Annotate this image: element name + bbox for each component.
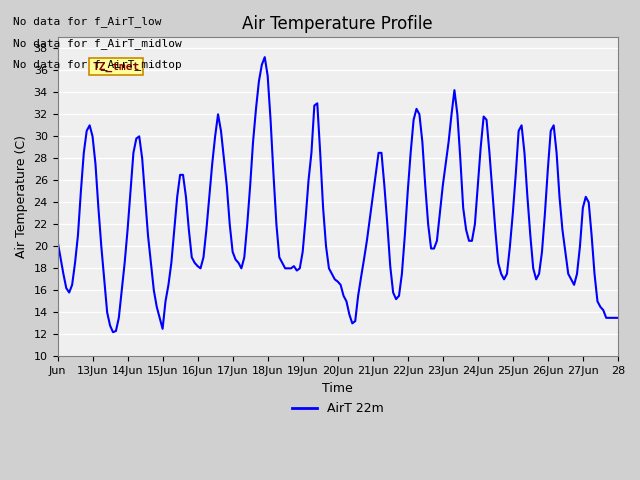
X-axis label: Time: Time xyxy=(323,382,353,395)
Y-axis label: Air Temperature (C): Air Temperature (C) xyxy=(15,135,28,258)
Text: No data for f_AirT_midtop: No data for f_AirT_midtop xyxy=(13,59,182,70)
Text: No data for f_AirT_low: No data for f_AirT_low xyxy=(13,16,161,27)
Text: TZ_tmet: TZ_tmet xyxy=(93,61,140,72)
Legend: AirT 22m: AirT 22m xyxy=(287,397,388,420)
Text: No data for f_AirT_midlow: No data for f_AirT_midlow xyxy=(13,37,182,48)
Title: Air Temperature Profile: Air Temperature Profile xyxy=(243,15,433,33)
